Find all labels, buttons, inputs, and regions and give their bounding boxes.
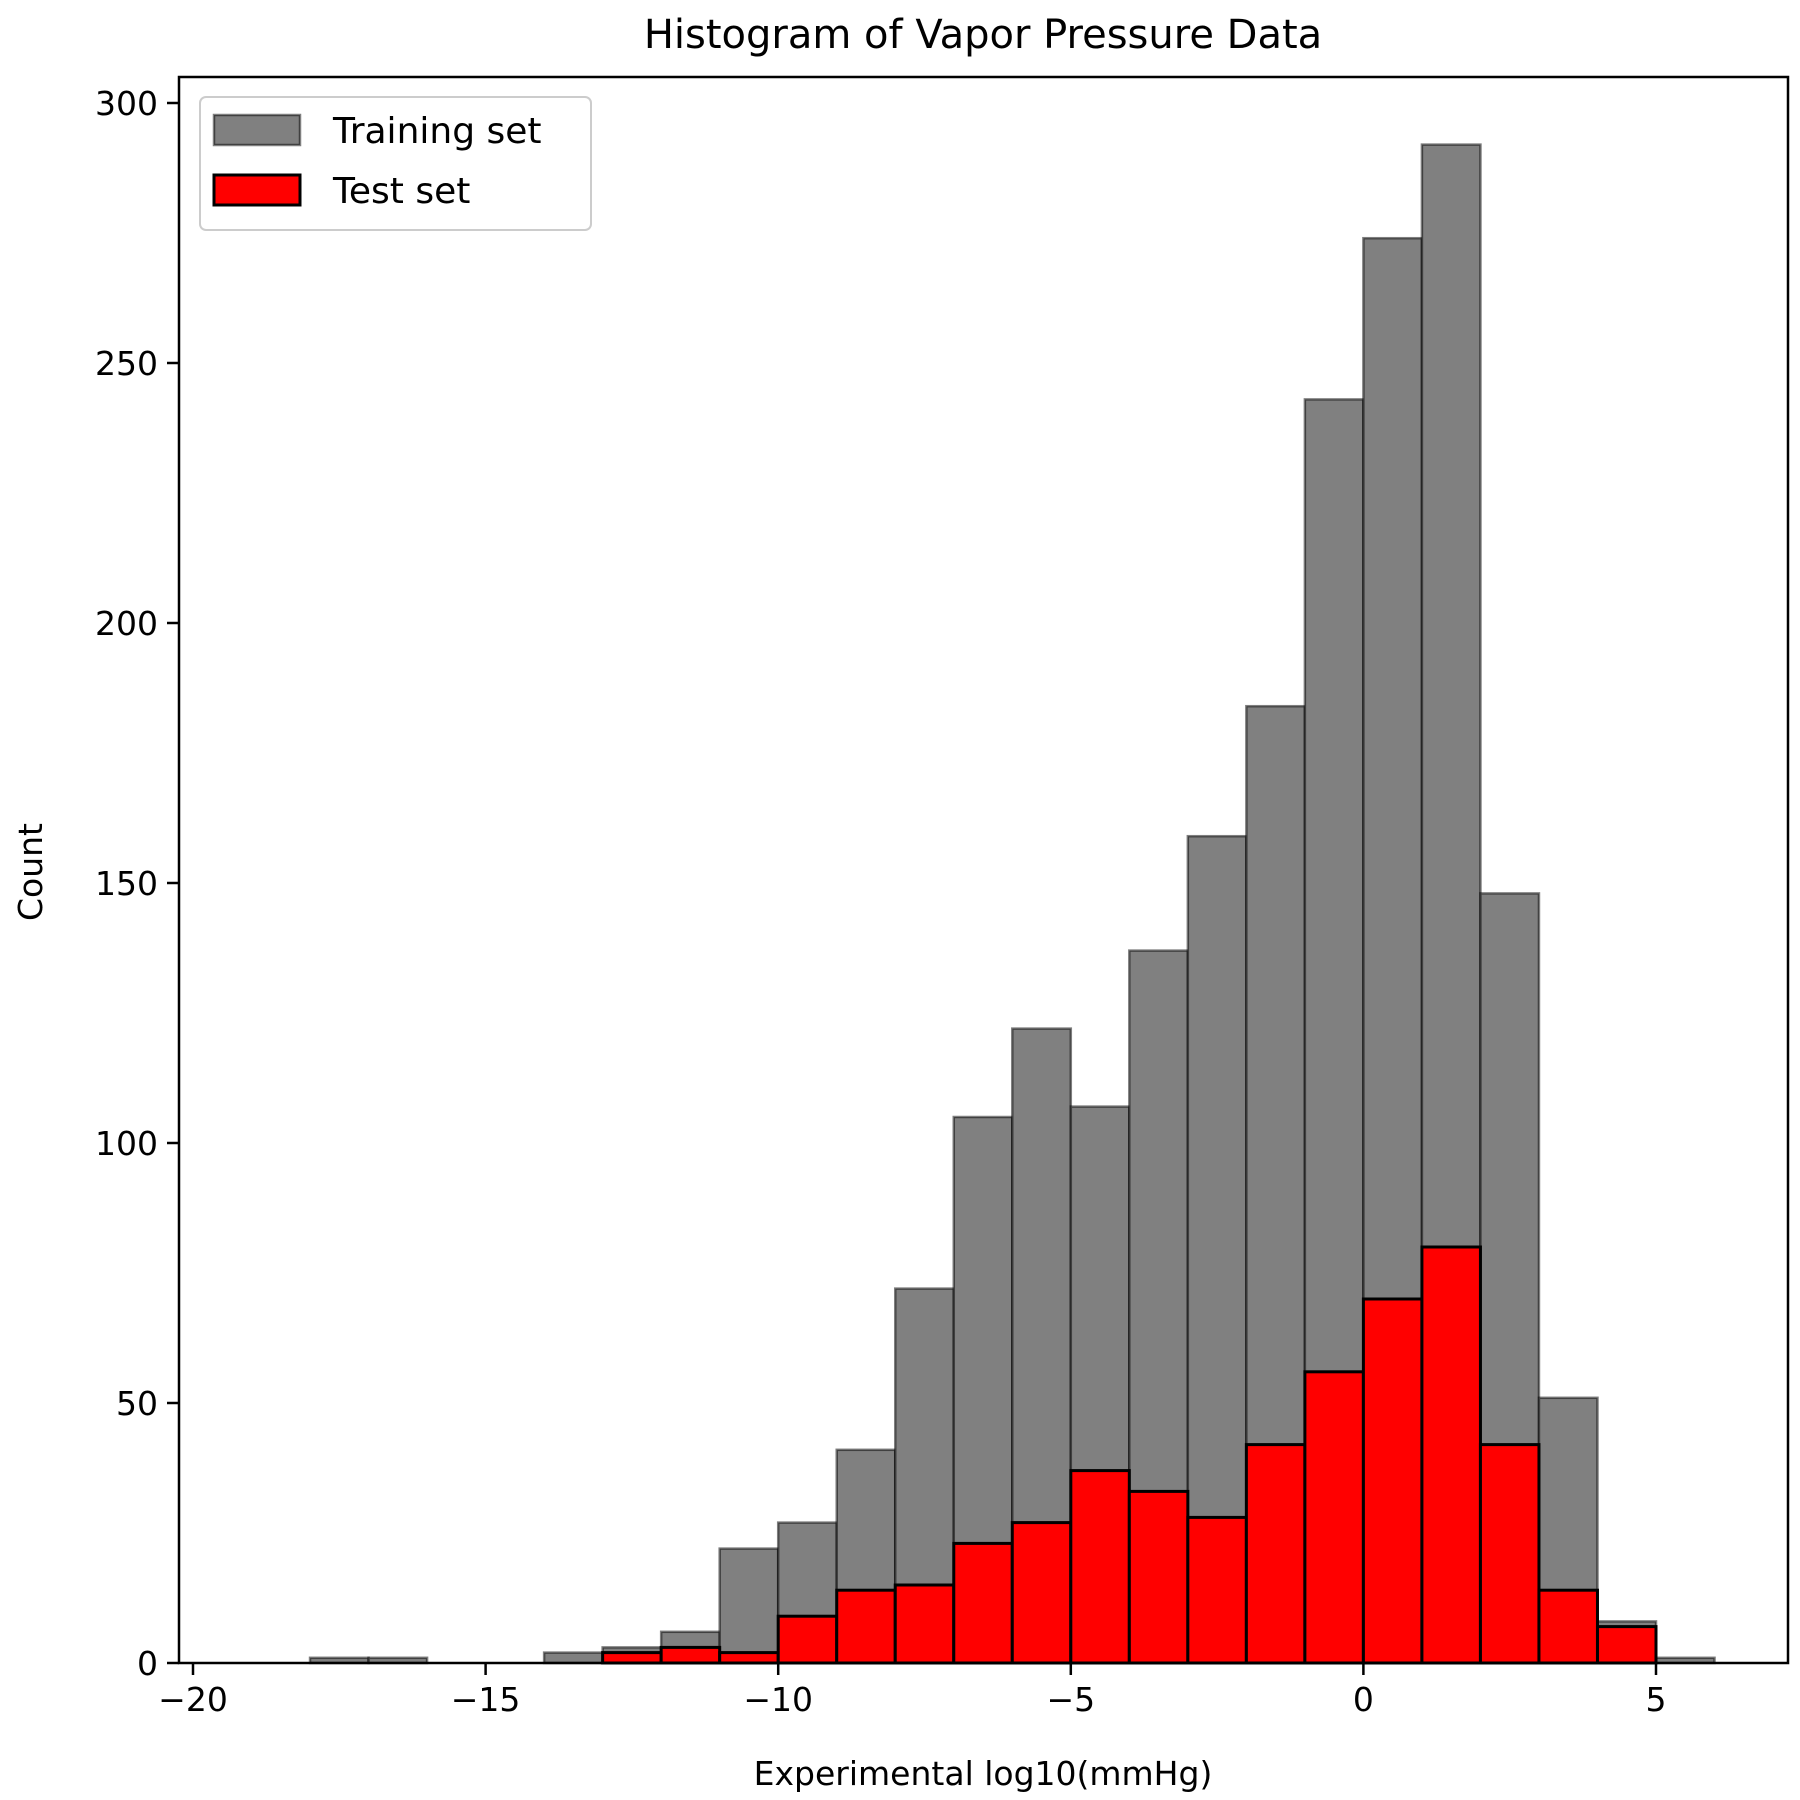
- histogram-bar: [1478, 1443, 1541, 1665]
- y-tick-label: 100: [95, 1124, 158, 1163]
- histogram-bar: [952, 1541, 1014, 1665]
- axes-frame: [177, 75, 1790, 1665]
- histogram-bar: [1420, 1245, 1482, 1665]
- histogram-bar: [1595, 1625, 1658, 1665]
- x-tick-label: 5: [1646, 1680, 1667, 1719]
- x-tick-label: 0: [1353, 1680, 1374, 1719]
- histogram-bar: [1186, 1515, 1248, 1665]
- histogram-bar: [1127, 1489, 1190, 1665]
- y-axis-ticks: 0 50 100 150 200 250 300: [95, 84, 179, 1683]
- y-axis-label: Count: [11, 823, 50, 921]
- test-set-swatch: [212, 173, 302, 207]
- x-tick-label: −15: [451, 1680, 521, 1719]
- histogram-bar: [542, 1651, 604, 1665]
- histogram-bar: [601, 1651, 663, 1665]
- histogram-bar: [659, 1645, 722, 1665]
- histogram-bar: [1361, 1297, 1424, 1665]
- test-set-bars: [601, 1245, 1658, 1665]
- histogram-bar: [1244, 1443, 1307, 1665]
- x-tick-label: −5: [1046, 1680, 1095, 1719]
- histogram-bar: [718, 1651, 780, 1665]
- y-tick-label: 200: [95, 604, 158, 643]
- histogram-bar: [776, 1614, 839, 1665]
- training-set-legend-label: Training set: [332, 111, 542, 152]
- y-tick-label: 50: [116, 1384, 158, 1423]
- training-set-swatch: [212, 113, 302, 147]
- y-tick-label: 300: [95, 84, 158, 123]
- chart-title: Histogram of Vapor Pressure Data: [644, 12, 1322, 58]
- x-tick-label: −20: [158, 1680, 228, 1719]
- histogram-bar: [835, 1588, 897, 1665]
- histogram-bar: [893, 1583, 956, 1665]
- y-tick-label: 0: [137, 1644, 158, 1683]
- y-tick-label: 150: [95, 864, 158, 903]
- histogram-bar: [1010, 1521, 1073, 1665]
- test-set-legend-label: Test set: [332, 171, 470, 212]
- histogram-bar: [1069, 1469, 1131, 1665]
- x-axis-label: Experimental log10(mmHg): [754, 1754, 1213, 1793]
- x-axis-ticks: −20 −15 −10 −5 0 5: [158, 1663, 1667, 1719]
- y-tick-label: 250: [95, 344, 158, 383]
- x-tick-label: −10: [743, 1680, 813, 1719]
- histogram-bar: [1537, 1588, 1599, 1665]
- legend: Training set Test set: [199, 96, 592, 231]
- histogram-bar: [1303, 1370, 1365, 1665]
- histogram-bar: [718, 1547, 780, 1665]
